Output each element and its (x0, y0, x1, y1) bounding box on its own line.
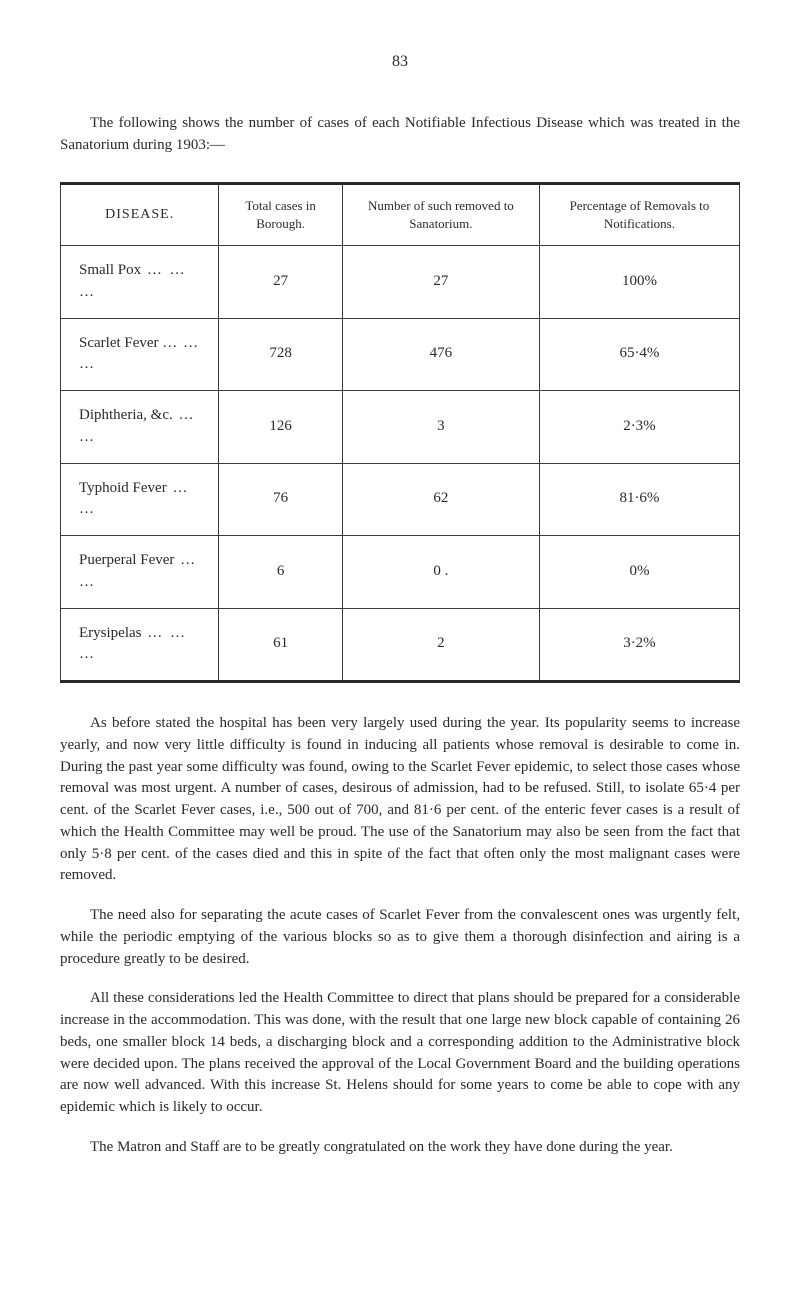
cell-total: 76 (219, 463, 343, 536)
table-row: Scarlet Fever … … … 728 476 65·4% (61, 318, 740, 391)
cell-total: 61 (219, 608, 343, 682)
cell-disease: Scarlet Fever … … … (61, 318, 219, 391)
intro-paragraph: The following shows the number of cases … (60, 113, 740, 157)
cell-pct: 100% (539, 246, 739, 319)
cell-pct: 0% (539, 536, 739, 609)
cell-pct: 2·3% (539, 391, 739, 464)
cell-pct: 81·6% (539, 463, 739, 536)
cell-disease: Puerperal Fever … … (61, 536, 219, 609)
table-row: Diphtheria, &c. … … 126 3 2·3% (61, 391, 740, 464)
page-number: 83 (60, 50, 740, 73)
col-removed: Number of such removed to Sanatorium. (342, 183, 539, 245)
cell-total: 27 (219, 246, 343, 319)
cell-pct: 3·2% (539, 608, 739, 682)
cell-total: 6 (219, 536, 343, 609)
body-paragraph-3: All these considerations led the Health … (60, 988, 740, 1119)
cell-pct: 65·4% (539, 318, 739, 391)
table-row: Typhoid Fever … … 76 62 81·6% (61, 463, 740, 536)
table-row: Puerperal Fever … … 6 0 . 0% (61, 536, 740, 609)
col-total: Total cases in Borough. (219, 183, 343, 245)
body-paragraph-2: The need also for separating the acute c… (60, 905, 740, 970)
cell-disease: Typhoid Fever … … (61, 463, 219, 536)
disease-table: DISEASE. Total cases in Borough. Number … (60, 182, 740, 683)
col-disease: DISEASE. (61, 183, 219, 245)
cell-removed: 62 (342, 463, 539, 536)
cell-removed: 2 (342, 608, 539, 682)
cell-total: 728 (219, 318, 343, 391)
table-row: Erysipelas … … … 61 2 3·2% (61, 608, 740, 682)
table-row: Small Pox … … … 27 27 100% (61, 246, 740, 319)
col-pct: Percentage of Removals to Notifications. (539, 183, 739, 245)
body-paragraph-1: As before stated the hospital has been v… (60, 713, 740, 887)
table-header-row: DISEASE. Total cases in Borough. Number … (61, 183, 740, 245)
body-paragraph-4: The Matron and Staff are to be greatly c… (60, 1137, 740, 1159)
cell-disease: Diphtheria, &c. … … (61, 391, 219, 464)
cell-removed: 476 (342, 318, 539, 391)
cell-disease: Small Pox … … … (61, 246, 219, 319)
cell-disease: Erysipelas … … … (61, 608, 219, 682)
cell-removed: 3 (342, 391, 539, 464)
cell-removed: 27 (342, 246, 539, 319)
cell-removed: 0 . (342, 536, 539, 609)
cell-total: 126 (219, 391, 343, 464)
